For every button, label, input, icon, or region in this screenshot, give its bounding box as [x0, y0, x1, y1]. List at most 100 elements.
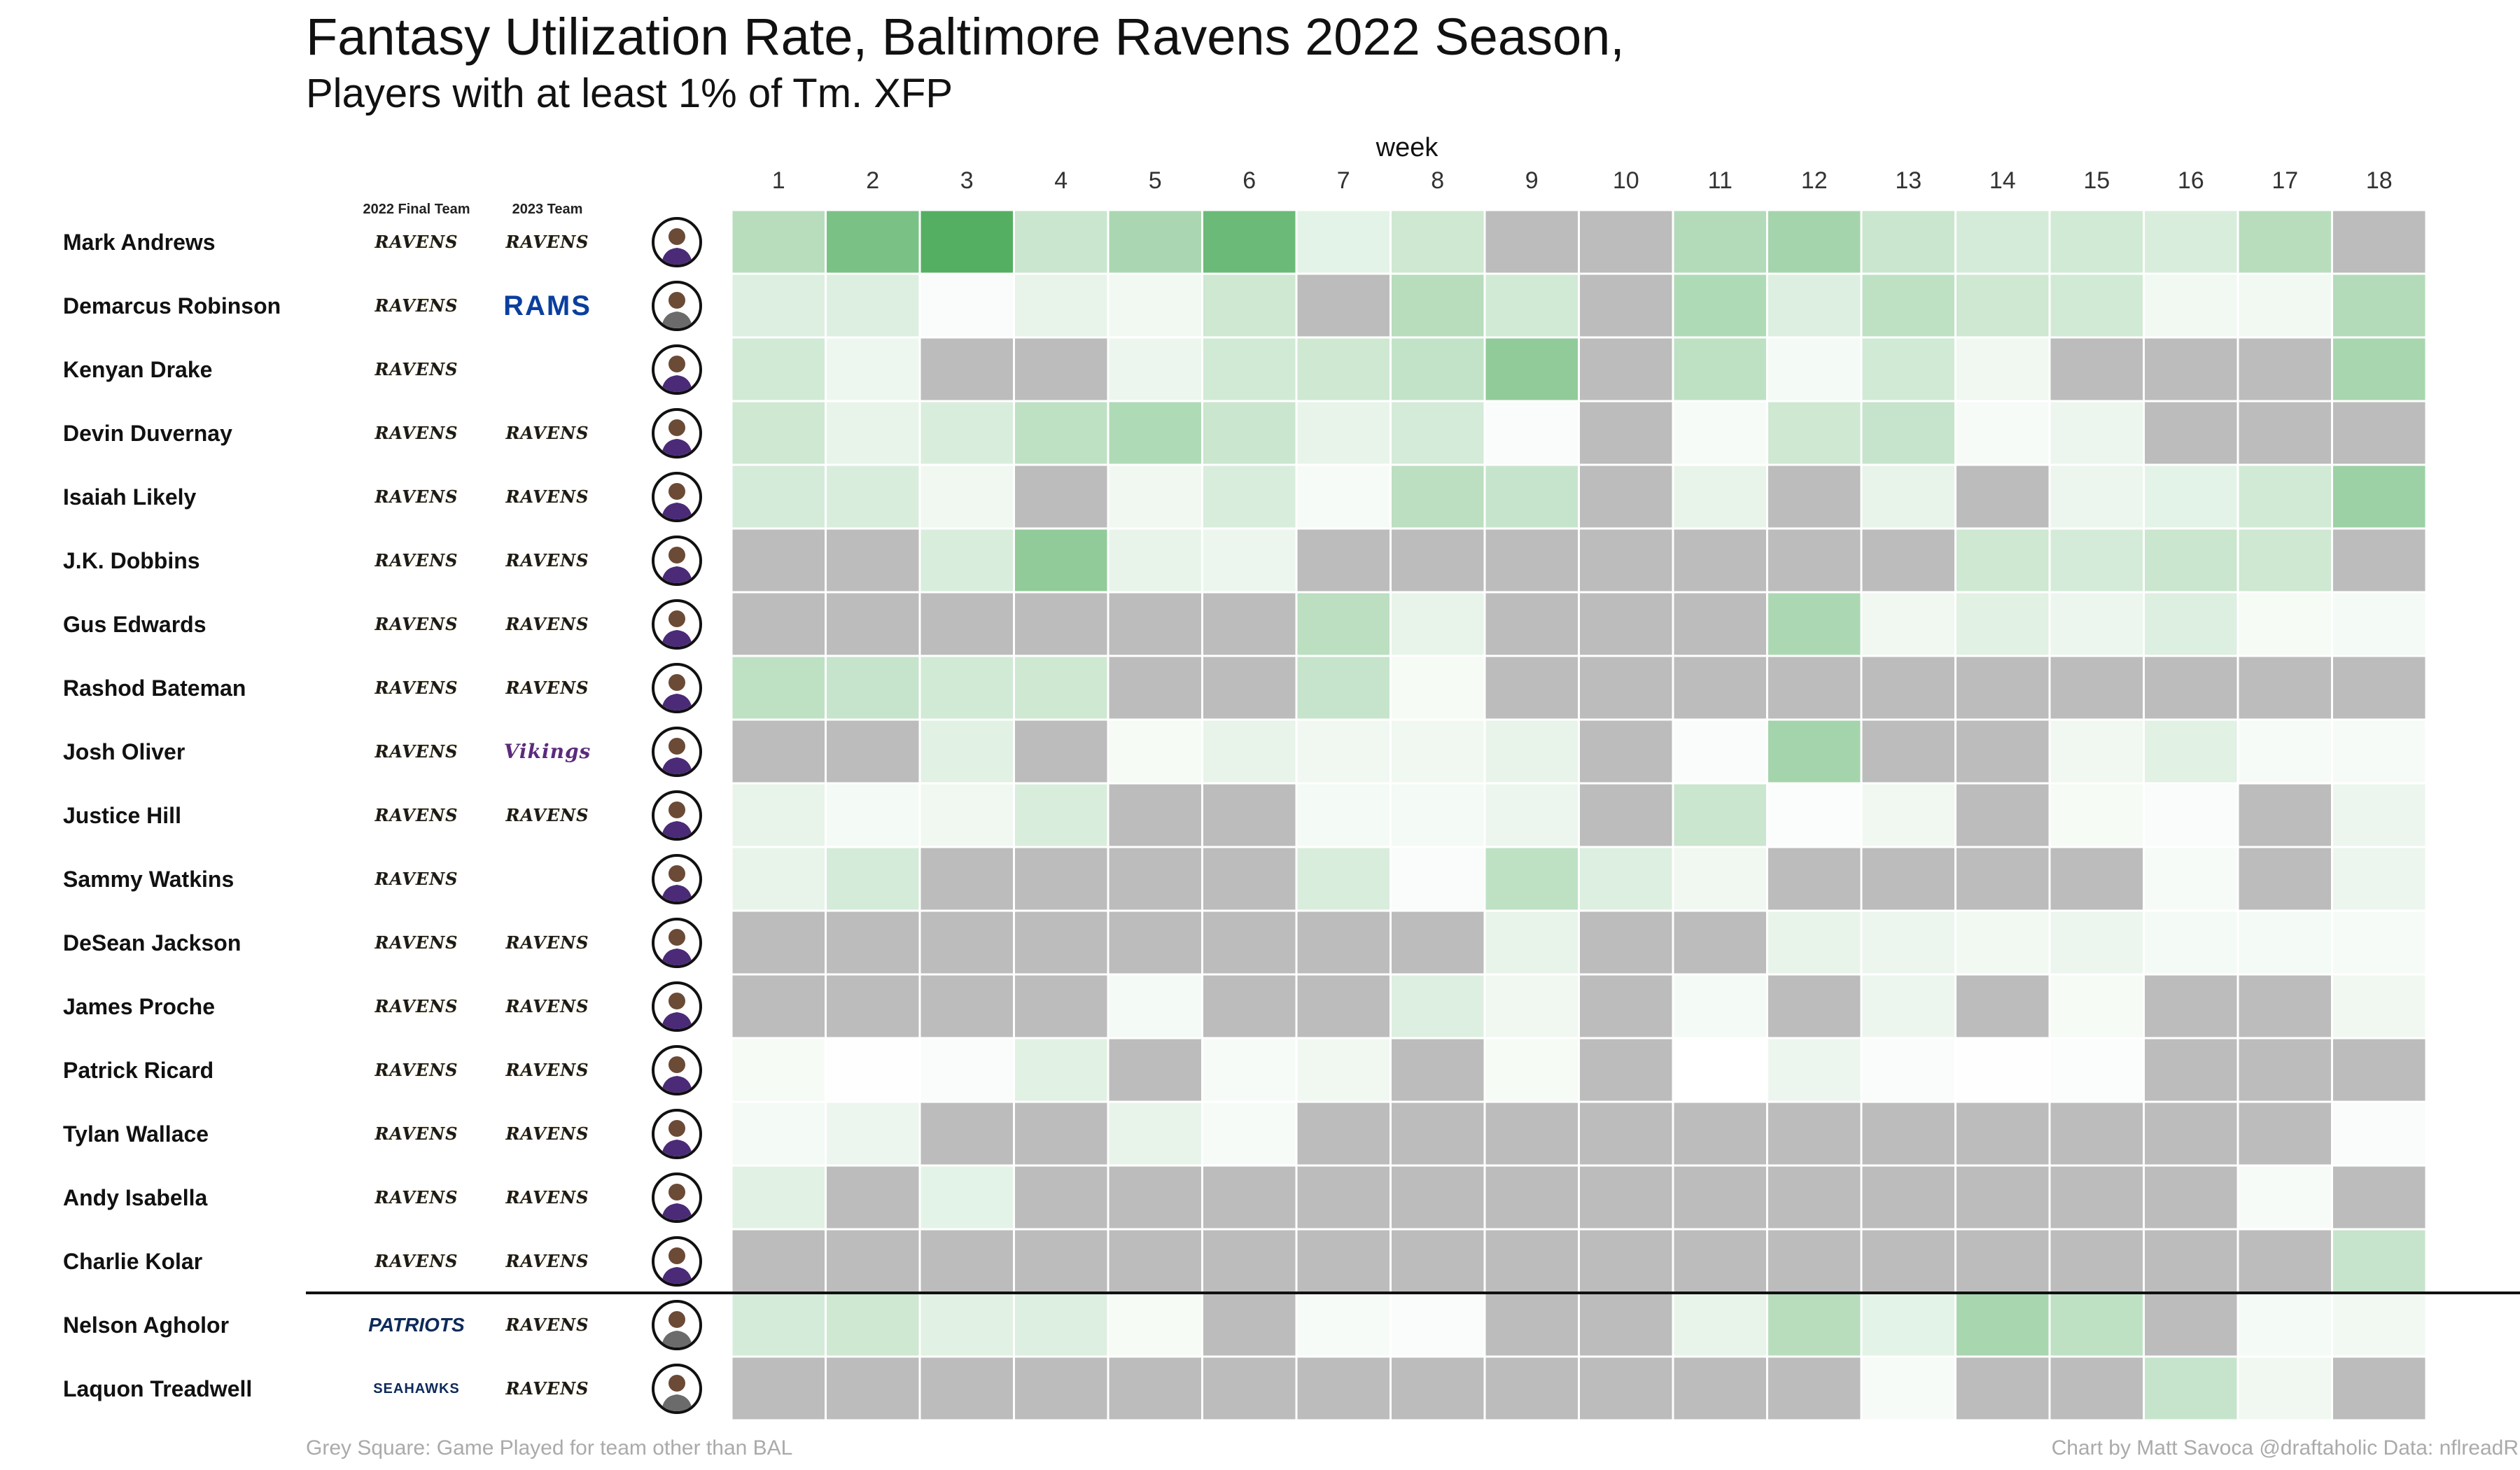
heatmap-cell — [1107, 591, 1203, 657]
heatmap-cell — [2143, 973, 2239, 1040]
heatmap-cell — [918, 272, 1015, 339]
heatmap-cell — [1201, 846, 1298, 912]
player-name-label: Isaiah Likely — [63, 484, 197, 510]
player-headshot-avatar — [652, 1236, 702, 1287]
player-headshot-avatar — [652, 1299, 702, 1350]
team-logo-2023-isaiah-likely: RAVENS — [505, 486, 589, 507]
player-name-label: James Proche — [63, 993, 216, 1019]
player-name-label: Charlie Kolar — [63, 1248, 203, 1274]
heatmap-cell — [1295, 463, 1392, 530]
heatmap-cell — [1390, 1164, 1486, 1231]
heatmap-cell — [2048, 973, 2145, 1040]
heatmap-cell — [2048, 272, 2145, 339]
heatmap-cell — [1578, 782, 1674, 848]
heatmap-cell — [1295, 1037, 1392, 1103]
heatmap-cell — [825, 846, 921, 912]
heatmap-cell — [2143, 718, 2239, 785]
heatmap-cell — [732, 1355, 827, 1422]
team-logo-2023-j-k-dobbins: RAVENS — [505, 550, 589, 570]
heatmap-cell — [1954, 909, 2051, 976]
heatmap-cell — [2236, 654, 2333, 721]
heatmap-cell — [1578, 1355, 1674, 1422]
heatmap-cell — [1672, 846, 1768, 912]
heatmap-cell — [732, 463, 827, 530]
heatmap-cell — [1672, 527, 1768, 594]
heatmap-cell — [1483, 782, 1580, 848]
heatmap-cell — [1013, 718, 1110, 785]
heatmap-cell — [1013, 210, 1110, 275]
player-headshot-avatar — [652, 790, 702, 841]
player-name-label: Sammy Watkins — [63, 866, 234, 892]
heatmap-cell — [918, 909, 1015, 976]
team-logo-2023-mark-andrews: RAVENS — [505, 231, 589, 252]
heatmap-cell — [2331, 1355, 2426, 1422]
heatmap-cell — [2331, 654, 2426, 721]
heatmap-cell — [1860, 527, 1956, 594]
heatmap-cell — [1107, 718, 1203, 785]
heatmap-cell — [2048, 1037, 2145, 1103]
heatmap-cell — [1201, 718, 1298, 785]
heatmap-cell — [1766, 782, 1863, 848]
heatmap-cell — [2143, 336, 2239, 402]
heatmap-cell — [2048, 463, 2145, 530]
player-headshot-avatar — [652, 853, 702, 904]
heatmap-cell — [1766, 463, 1863, 530]
heatmap-cell — [1107, 1228, 1203, 1294]
week-tick-label: 7 — [1336, 167, 1350, 194]
heatmap-cell — [2331, 400, 2426, 466]
heatmap-cell — [1578, 846, 1674, 912]
heatmap-cell — [2143, 400, 2239, 466]
player-name-label: Demarcus Robinson — [63, 293, 281, 318]
heatmap-cell — [1201, 463, 1298, 530]
player-headshot-avatar — [652, 1363, 702, 1414]
team-logo-final-rashod-bateman: RAVENS — [374, 677, 458, 698]
heatmap-cell — [2143, 782, 2239, 848]
heatmap-cell — [918, 718, 1015, 785]
heatmap-cell — [1295, 1355, 1392, 1422]
team-logo-2023-josh-oliver: Vikings — [503, 739, 592, 763]
heatmap-cell — [732, 1100, 827, 1167]
heatmap-cell — [1766, 591, 1863, 657]
heatmap-cell — [1766, 1037, 1863, 1103]
heatmap-cell — [2143, 527, 2239, 594]
heatmap-cell — [1860, 1037, 1956, 1103]
heatmap-cell — [1107, 846, 1203, 912]
footer-credits: Chart by Matt Savoca @draftaholic Data: … — [2051, 1436, 2519, 1460]
heatmap-cell — [732, 846, 827, 912]
heatmap-cell — [918, 973, 1015, 1040]
heatmap-cell — [732, 1164, 827, 1231]
heatmap-cell — [1013, 846, 1110, 912]
heatmap-cell — [732, 336, 827, 402]
heatmap-cell — [1860, 973, 1956, 1040]
heatmap-cell — [1107, 400, 1203, 466]
heatmap-cell — [1483, 1164, 1580, 1231]
heatmap-cell — [2236, 1228, 2333, 1294]
heatmap-cell — [1578, 973, 1674, 1040]
heatmap-cell — [1295, 973, 1392, 1040]
heatmap-cell — [1107, 527, 1203, 594]
heatmap-cell — [2236, 591, 2333, 657]
heatmap-cell — [1860, 718, 1956, 785]
heatmap-cell — [1295, 210, 1392, 275]
team-logo-2023-nelson-agholor: RAVENS — [505, 1314, 589, 1335]
heatmap-cell — [1295, 654, 1392, 721]
heatmap-cell — [1954, 336, 2051, 402]
heatmap-cell — [918, 463, 1015, 530]
heatmap-cell — [1860, 1292, 1956, 1358]
heatmap-cell — [2048, 1355, 2145, 1422]
heatmap-cell — [825, 463, 921, 530]
heatmap-cell — [2143, 1100, 2239, 1167]
heatmap-cell — [1954, 400, 2051, 466]
heatmap-cell — [732, 591, 827, 657]
heatmap-cell — [1107, 210, 1203, 275]
heatmap-cell — [1390, 1228, 1486, 1294]
heatmap-cell — [1013, 1037, 1110, 1103]
heatmap-cell — [1954, 1228, 2051, 1294]
player-headshot-avatar — [652, 726, 702, 777]
player-headshot-avatar — [652, 981, 702, 1032]
heatmap-cell — [1295, 1100, 1392, 1167]
heatmap-cell — [1295, 336, 1392, 402]
heatmap-cell — [1672, 973, 1768, 1040]
heatmap-cell — [1107, 654, 1203, 721]
heatmap-cell — [1295, 591, 1392, 657]
